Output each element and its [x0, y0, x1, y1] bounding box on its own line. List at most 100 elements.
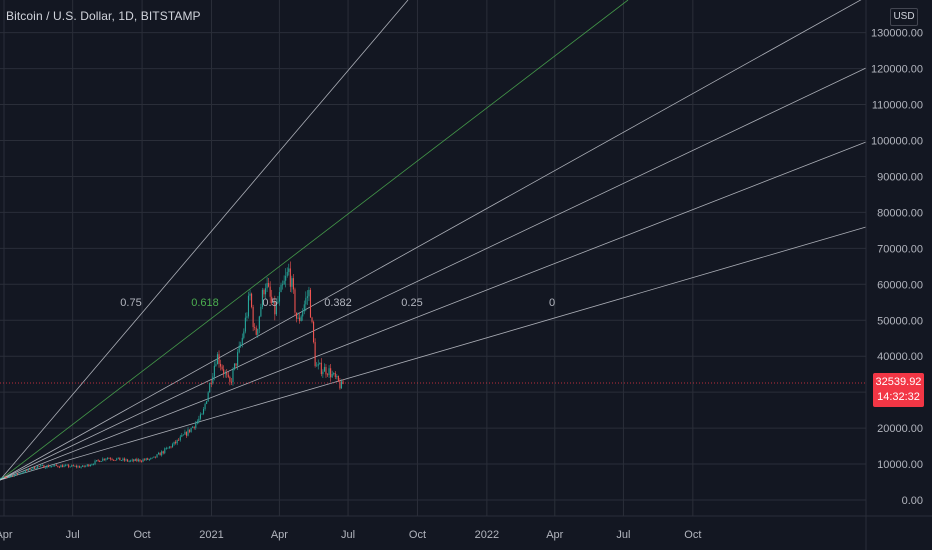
fan-line [0, 0, 629, 481]
candle-body [246, 316, 248, 318]
candle-body [156, 454, 158, 458]
candle-body [289, 268, 291, 287]
candle-body [216, 354, 219, 365]
candle-body [127, 459, 129, 462]
candle-body [140, 461, 143, 463]
candle-body [78, 466, 81, 468]
candle-body [330, 368, 332, 378]
candle-body [258, 316, 260, 329]
fan-line [0, 141, 867, 481]
candle-body [86, 464, 88, 466]
candle-body [91, 464, 93, 466]
candle-body [74, 465, 76, 467]
y-tick-label: 0.00 [902, 495, 923, 507]
candle-body [190, 427, 192, 432]
candle-body [24, 470, 26, 473]
candle-body [333, 372, 335, 374]
candle-body [89, 465, 91, 467]
candle-body [136, 458, 138, 462]
candle-body [164, 448, 166, 454]
candle-body [179, 436, 181, 441]
fan-level-label: 0.5 [262, 297, 277, 309]
candle-body [328, 368, 330, 376]
candle-body [47, 465, 50, 468]
candle-body [320, 362, 322, 375]
candle-body [305, 297, 307, 305]
candle-body [261, 289, 263, 307]
candle-body [283, 280, 285, 285]
candle-body [65, 464, 67, 466]
candle-body [150, 458, 152, 460]
candle-body [196, 421, 198, 424]
candle-body [311, 317, 313, 322]
candle-body [280, 284, 282, 293]
candle-body [268, 283, 270, 287]
candle-body [204, 403, 206, 410]
candle-body [308, 289, 310, 297]
candle-body [215, 364, 217, 366]
candle-body [247, 295, 250, 317]
currency-button[interactable]: USD [890, 8, 918, 26]
candle-body [10, 475, 12, 477]
candle-body [322, 371, 324, 375]
candle-body [185, 431, 188, 436]
candle-body [331, 373, 333, 378]
candle-body [100, 461, 102, 463]
candle-body [263, 289, 265, 295]
candle-body [178, 439, 180, 441]
candle-body [285, 275, 287, 281]
candle-body [189, 429, 191, 432]
candle-body [223, 369, 225, 374]
candle-body [237, 352, 239, 366]
x-tick-label: Apr [0, 529, 13, 541]
y-tick-label: 20000.00 [877, 423, 923, 435]
candle-body [120, 460, 122, 461]
candle-body [133, 459, 135, 462]
candle-body [147, 458, 149, 460]
candle-body [244, 317, 246, 332]
fan-level-label: 0.382 [324, 297, 352, 309]
candle-body [102, 458, 104, 462]
candle-body [113, 459, 115, 461]
candle-body [235, 363, 237, 366]
candle-body [299, 317, 301, 321]
y-tick-label: 90000.00 [877, 171, 923, 183]
y-tick-label: 50000.00 [877, 315, 923, 327]
candle-body [171, 444, 174, 448]
candle-body [27, 468, 29, 471]
candle-body [16, 473, 19, 475]
candle-body [52, 465, 54, 467]
candle-body [18, 473, 20, 475]
candle-body [314, 342, 316, 367]
candle-body [66, 464, 68, 466]
candle-body [144, 459, 146, 461]
candle-body [309, 289, 312, 318]
candle-body [295, 312, 298, 319]
candle-body [130, 460, 132, 462]
candle-body [117, 457, 119, 459]
y-tick-label: 100000.00 [871, 136, 923, 148]
candle-body [199, 414, 201, 419]
candle-body [257, 328, 259, 335]
candle-body [80, 466, 82, 468]
candle-body [30, 469, 33, 471]
candle-body [119, 457, 121, 461]
candle-body [317, 363, 319, 366]
candle-body [277, 301, 279, 303]
candle-body [336, 375, 338, 378]
candle-body [288, 268, 290, 272]
x-tick-label: Apr [546, 529, 563, 541]
candle-body [77, 466, 79, 468]
candle-body [114, 460, 116, 461]
candle-body [60, 465, 62, 468]
candle-body [303, 304, 305, 312]
candle-body [300, 316, 302, 321]
candle-body [54, 464, 56, 466]
candle-body [111, 459, 113, 460]
chart-grid [0, 0, 866, 516]
candle-body [29, 468, 31, 471]
candle-body [230, 381, 232, 383]
fib-speed-fan [0, 0, 867, 481]
